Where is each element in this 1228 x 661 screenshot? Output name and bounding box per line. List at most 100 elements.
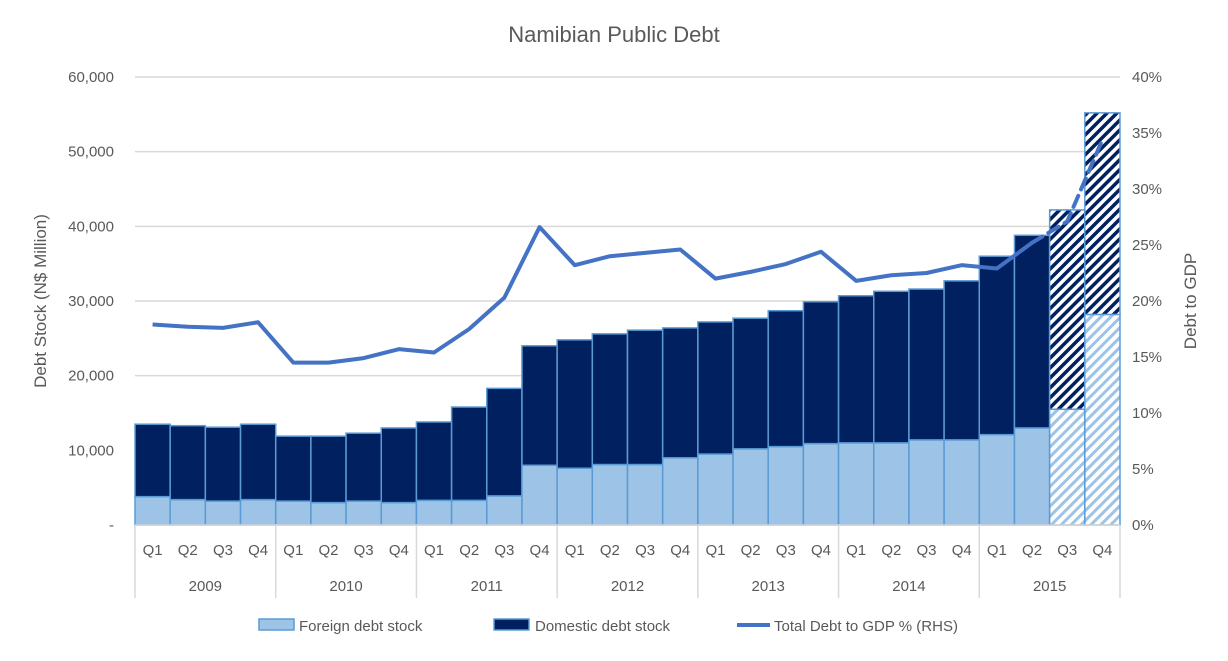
y2-tick-label: 10%	[1132, 405, 1162, 422]
y2-tick-label: 5%	[1132, 461, 1154, 478]
bar-foreign-debt	[591, 463, 629, 526]
bar-foreign-debt	[1013, 427, 1051, 526]
bar-foreign-debt	[697, 453, 734, 526]
bar-foreign-debt	[274, 500, 312, 526]
x-tick-label-quarter: Q1	[283, 542, 303, 559]
x-tick-label-quarter: Q4	[811, 542, 831, 559]
bar-domestic-debt	[169, 424, 207, 501]
x-tick-label-quarter: Q4	[248, 542, 268, 559]
bar-domestic-debt	[345, 432, 383, 502]
x-tick-label-quarter: Q4	[952, 542, 972, 559]
bar-foreign-debt	[661, 457, 699, 526]
bar-foreign-debt	[908, 439, 945, 526]
bar-foreign-debt	[626, 463, 664, 526]
x-tick-label-year: 2011	[471, 578, 503, 595]
y-tick-label: 60,000	[68, 69, 114, 86]
line-projected	[1030, 137, 1105, 245]
x-tick-label-quarter: Q1	[846, 542, 866, 559]
x-tick-label-year: 2009	[189, 578, 222, 595]
bar-domestic-debt	[732, 317, 769, 450]
x-tick-label-quarter: Q4	[1092, 542, 1112, 559]
bar-domestic-debt	[380, 427, 418, 504]
x-tick-label-year: 2010	[329, 578, 362, 595]
legend-swatch-domestic	[493, 618, 530, 631]
x-tick-label-quarter: Q1	[424, 542, 444, 559]
bar-domestic-debt	[521, 345, 558, 467]
bar-domestic-debt	[239, 423, 277, 501]
bar-domestic-debt	[661, 327, 699, 459]
y-tick-label: 40,000	[68, 218, 114, 235]
bar-domestic-debt	[697, 321, 734, 455]
bar-domestic-debt	[873, 290, 910, 444]
bar-foreign-debt	[204, 500, 242, 526]
bar-foreign-debt	[802, 442, 840, 526]
y2-tick-label: 30%	[1132, 181, 1162, 198]
bar-domestic-debt	[837, 295, 875, 444]
bar-foreign-debt	[1048, 408, 1086, 526]
bar-foreign-debt	[450, 499, 488, 526]
bar-foreign-debt	[767, 445, 805, 526]
x-tick-label-quarter: Q2	[318, 542, 338, 559]
x-tick-label-quarter: Q1	[565, 542, 585, 559]
bar-domestic-debt	[943, 280, 981, 441]
y2-tick-label: 20%	[1132, 293, 1162, 310]
x-tick-label-quarter: Q3	[635, 542, 655, 559]
bar-foreign-debt	[873, 442, 910, 526]
bar-domestic-debt	[767, 309, 805, 448]
bar-foreign-debt	[556, 467, 594, 526]
bar-foreign-debt	[239, 498, 277, 526]
bar-domestic-debt	[415, 421, 453, 502]
bar-domestic-debt	[450, 406, 488, 502]
x-tick-label-quarter: Q3	[1057, 542, 1077, 559]
bar-domestic-debt	[591, 333, 629, 466]
x-tick-label-quarter: Q3	[494, 542, 514, 559]
x-tick-label-year: 2013	[752, 578, 785, 595]
bar-domestic-debt	[802, 300, 840, 445]
bar-domestic-debt	[134, 423, 171, 498]
y-tick-label: -	[109, 517, 114, 534]
y2-tick-label: 35%	[1132, 125, 1162, 142]
legend: Foreign debt stock Domestic debt stock T…	[258, 618, 958, 635]
y2-tick-label: 0%	[1132, 517, 1154, 534]
bar-foreign-debt	[134, 495, 171, 526]
bar-foreign-debt	[486, 495, 523, 526]
legend-swatch-foreign	[258, 618, 295, 631]
bar-foreign-debt	[521, 464, 558, 526]
bar-domestic-debt	[274, 435, 312, 502]
legend-label-ratio: Total Debt to GDP % (RHS)	[774, 618, 958, 635]
y-tick-label: 10,000	[68, 442, 114, 459]
bar-foreign-debt	[415, 499, 453, 526]
y2-axis-label: Debt to GDP	[1181, 253, 1200, 349]
bar-foreign-debt	[943, 439, 981, 526]
bar-foreign-debt	[380, 501, 418, 526]
bar-foreign-debt	[169, 498, 207, 526]
x-tick-label-quarter: Q1	[143, 542, 163, 559]
bar-domestic-debt	[556, 339, 594, 470]
legend-label-foreign: Foreign debt stock	[299, 618, 423, 635]
bar-foreign-debt	[345, 500, 383, 526]
bar-foreign-debt	[732, 448, 769, 526]
bars	[134, 112, 1121, 526]
x-tick-label-quarter: Q2	[1022, 542, 1042, 559]
bar-foreign-debt	[1084, 313, 1121, 526]
x-tick-label-quarter: Q2	[178, 542, 198, 559]
x-tick-label-quarter: Q2	[741, 542, 761, 559]
x-tick-label-year: 2015	[1033, 578, 1066, 595]
y-tick-label: 20,000	[68, 368, 114, 385]
x-tick-label-quarter: Q1	[705, 542, 725, 559]
y-tick-label: 50,000	[68, 144, 114, 161]
line-actual	[152, 225, 1034, 365]
x-tick-label-quarter: Q2	[459, 542, 479, 559]
bar-foreign-debt	[310, 501, 347, 526]
x-tick-label-year: 2014	[892, 578, 925, 595]
bar-domestic-debt	[1084, 112, 1121, 316]
y-tick-label: 30,000	[68, 293, 114, 310]
x-tick-label-quarter: Q2	[881, 542, 901, 559]
bar-domestic-debt	[310, 435, 347, 504]
x-tick-label-year: 2012	[611, 578, 644, 595]
y-axis-label: Debt Stock (N$ Million)	[31, 214, 50, 388]
debt-to-gdp-line	[152, 137, 1105, 365]
y2-tick-label: 15%	[1132, 349, 1162, 366]
bar-domestic-debt	[1048, 209, 1086, 411]
